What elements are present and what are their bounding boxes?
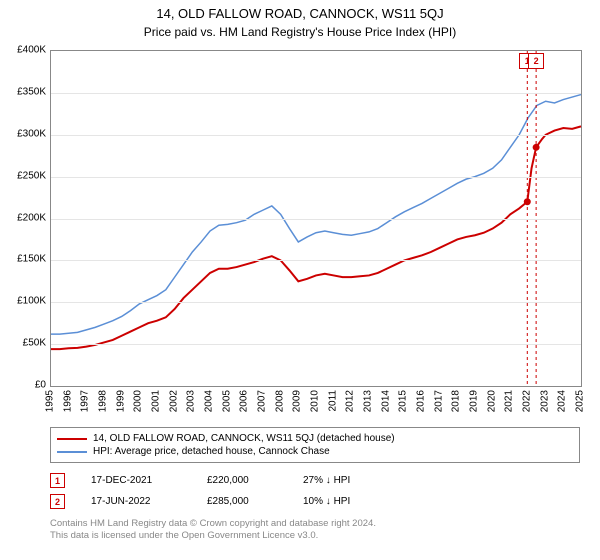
gridline-h [51, 302, 581, 303]
event-marker: 2 [50, 494, 65, 509]
footer-line-2: This data is licensed under the Open Gov… [50, 530, 580, 542]
xtick-label: 2007 [257, 390, 268, 412]
chart-subtitle: Price paid vs. HM Land Registry's House … [0, 21, 600, 47]
xtick-label: 1995 [45, 390, 56, 412]
event-row: 1 17-DEC-2021 £220,000 27% ↓ HPI [50, 470, 580, 491]
xtick-label: 2017 [433, 390, 444, 412]
event-date: 17-DEC-2021 [91, 475, 181, 486]
event-row: 2 17-JUN-2022 £285,000 10% ↓ HPI [50, 491, 580, 512]
legend-label: HPI: Average price, detached house, Cann… [93, 446, 330, 457]
xtick-label: 2000 [133, 390, 144, 412]
event-price: £220,000 [207, 475, 277, 486]
xtick-label: 1997 [80, 390, 91, 412]
series-hpi [51, 95, 581, 335]
gridline-h [51, 344, 581, 345]
xtick-label: 2022 [522, 390, 533, 412]
chart-title: 14, OLD FALLOW ROAD, CANNOCK, WS11 5QJ [0, 0, 600, 21]
xtick-label: 1999 [115, 390, 126, 412]
ytick-label: £150K [2, 254, 46, 265]
legend: 14, OLD FALLOW ROAD, CANNOCK, WS11 5QJ (… [50, 427, 580, 463]
ytick-label: £200K [2, 212, 46, 223]
gridline-h [51, 135, 581, 136]
ytick-label: £50K [2, 338, 46, 349]
xtick-label: 2011 [327, 390, 338, 412]
xtick-label: 2023 [539, 390, 550, 412]
event-date: 17-JUN-2022 [91, 496, 181, 507]
xtick-label: 2021 [504, 390, 515, 412]
xtick-label: 2001 [151, 390, 162, 412]
xtick-label: 2016 [416, 390, 427, 412]
ytick-label: £350K [2, 86, 46, 97]
legend-row: 14, OLD FALLOW ROAD, CANNOCK, WS11 5QJ (… [57, 432, 573, 445]
xtick-label: 2010 [310, 390, 321, 412]
xtick-label: 2003 [186, 390, 197, 412]
gridline-h [51, 260, 581, 261]
xtick-label: 2012 [345, 390, 356, 412]
xtick-label: 2020 [486, 390, 497, 412]
event-point [524, 198, 531, 205]
xtick-label: 2013 [363, 390, 374, 412]
xtick-label: 1996 [62, 390, 73, 412]
event-table: 1 17-DEC-2021 £220,000 27% ↓ HPI 2 17-JUN-202… [50, 470, 580, 512]
legend-row: HPI: Average price, detached house, Cann… [57, 445, 573, 458]
xtick-label: 2018 [451, 390, 462, 412]
event-marker-plot: 2 [528, 53, 544, 69]
gridline-h [51, 93, 581, 94]
ytick-label: £400K [2, 45, 46, 56]
event-price: £285,000 [207, 496, 277, 507]
ytick-label: £300K [2, 128, 46, 139]
chart-container: 14, OLD FALLOW ROAD, CANNOCK, WS11 5QJ P… [0, 0, 600, 560]
legend-label: 14, OLD FALLOW ROAD, CANNOCK, WS11 5QJ (… [93, 433, 395, 444]
xtick-label: 2014 [380, 390, 391, 412]
xtick-label: 2008 [274, 390, 285, 412]
legend-swatch [57, 438, 87, 440]
ytick-label: £100K [2, 296, 46, 307]
legend-swatch [57, 451, 87, 453]
xtick-label: 2006 [239, 390, 250, 412]
event-change: 10% ↓ HPI [303, 496, 413, 507]
gridline-h [51, 219, 581, 220]
xtick-label: 2019 [469, 390, 480, 412]
ytick-label: £250K [2, 170, 46, 181]
xtick-label: 2025 [575, 390, 586, 412]
xtick-label: 2015 [398, 390, 409, 412]
xtick-label: 1998 [98, 390, 109, 412]
event-change: 27% ↓ HPI [303, 475, 413, 486]
ytick-label: £0 [2, 380, 46, 391]
gridline-h [51, 177, 581, 178]
xtick-label: 2009 [292, 390, 303, 412]
event-point [533, 144, 540, 151]
footer-attribution: Contains HM Land Registry data © Crown c… [50, 518, 580, 543]
event-marker: 1 [50, 473, 65, 488]
xtick-label: 2005 [221, 390, 232, 412]
xtick-label: 2002 [168, 390, 179, 412]
footer-line-1: Contains HM Land Registry data © Crown c… [50, 518, 580, 530]
xtick-label: 2004 [204, 390, 215, 412]
xtick-label: 2024 [557, 390, 568, 412]
plot-area: 12 [50, 50, 582, 387]
